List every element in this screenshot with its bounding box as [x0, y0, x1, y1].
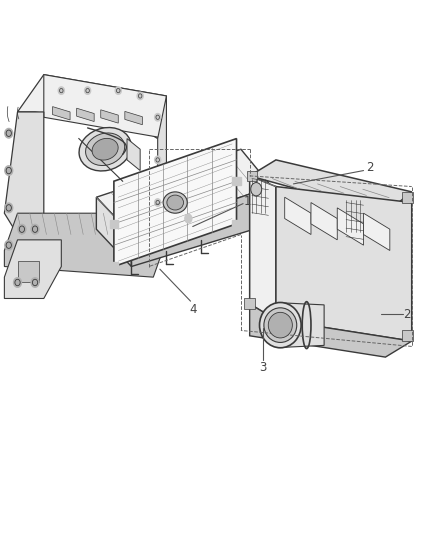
Polygon shape: [158, 96, 166, 256]
Bar: [247, 171, 257, 181]
Circle shape: [18, 224, 26, 234]
Polygon shape: [4, 213, 166, 277]
Polygon shape: [279, 303, 324, 348]
Circle shape: [31, 278, 39, 287]
Bar: [110, 220, 118, 228]
Ellipse shape: [92, 139, 118, 160]
Polygon shape: [127, 139, 140, 171]
Polygon shape: [364, 213, 390, 251]
Text: 2: 2: [403, 308, 411, 321]
Circle shape: [5, 203, 13, 213]
Text: 1: 1: [244, 195, 251, 208]
Polygon shape: [53, 107, 70, 120]
Polygon shape: [250, 304, 412, 357]
Circle shape: [137, 92, 143, 100]
Polygon shape: [250, 176, 276, 320]
Polygon shape: [250, 160, 412, 213]
Circle shape: [14, 278, 21, 287]
Polygon shape: [101, 110, 118, 123]
Polygon shape: [276, 187, 412, 341]
Bar: [232, 177, 241, 185]
Polygon shape: [4, 112, 44, 256]
Polygon shape: [18, 75, 166, 139]
Circle shape: [155, 199, 161, 206]
Circle shape: [85, 87, 91, 94]
Ellipse shape: [251, 182, 261, 196]
Ellipse shape: [259, 303, 301, 348]
Ellipse shape: [163, 192, 187, 213]
Bar: [244, 298, 255, 309]
Circle shape: [31, 224, 39, 234]
Circle shape: [5, 166, 13, 175]
Circle shape: [115, 87, 121, 94]
Ellipse shape: [85, 133, 125, 166]
Polygon shape: [18, 261, 39, 282]
Polygon shape: [131, 187, 272, 266]
Bar: [110, 262, 118, 271]
Circle shape: [155, 114, 161, 121]
Circle shape: [5, 240, 13, 250]
Polygon shape: [96, 197, 131, 266]
Circle shape: [155, 156, 161, 164]
Polygon shape: [4, 240, 61, 298]
Polygon shape: [114, 139, 237, 266]
Ellipse shape: [268, 312, 293, 338]
Text: 4: 4: [189, 303, 197, 316]
Polygon shape: [44, 75, 166, 139]
Ellipse shape: [79, 127, 131, 171]
Circle shape: [185, 214, 192, 223]
Circle shape: [5, 128, 13, 138]
Polygon shape: [311, 203, 337, 240]
Ellipse shape: [167, 195, 184, 210]
Polygon shape: [125, 111, 142, 125]
Text: 2: 2: [366, 161, 374, 174]
Circle shape: [58, 87, 64, 94]
Bar: [232, 220, 241, 228]
Text: 3: 3: [259, 361, 266, 374]
Polygon shape: [77, 108, 94, 122]
Bar: [402, 192, 413, 203]
Polygon shape: [96, 149, 272, 235]
Ellipse shape: [264, 308, 297, 342]
Bar: [402, 330, 413, 341]
Polygon shape: [285, 197, 311, 235]
Polygon shape: [337, 208, 364, 245]
